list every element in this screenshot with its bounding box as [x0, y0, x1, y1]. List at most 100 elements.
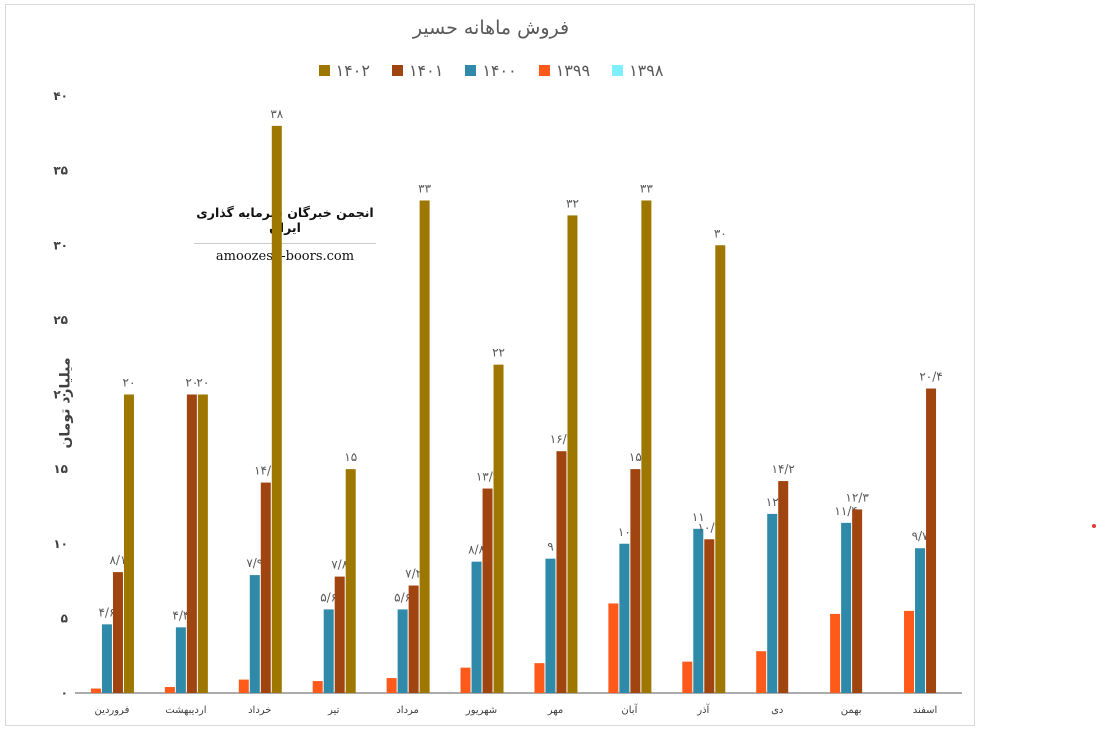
x-tick-label: شهریور — [465, 705, 497, 716]
bar — [915, 548, 926, 693]
x-tick-label: فروردین — [95, 705, 130, 716]
bar — [386, 678, 397, 693]
bar — [493, 364, 504, 693]
y-tick-label: ۱۰ — [53, 537, 68, 551]
data-label: ۴/۶ — [98, 605, 115, 619]
bar — [619, 543, 630, 693]
bar — [704, 539, 715, 693]
data-label: ۳۲ — [566, 196, 579, 210]
bar — [460, 667, 471, 693]
data-label: ۸/۸ — [468, 543, 485, 557]
legend-label: ۱۴۰۰ — [482, 61, 517, 80]
data-label: ۲۲ — [492, 346, 505, 360]
legend-swatch — [391, 65, 403, 76]
legend-item-0: ۱۳۹۸ — [612, 61, 663, 80]
data-label: ۲۰ — [185, 376, 198, 390]
data-label: ۳۰ — [714, 226, 727, 240]
bar — [904, 610, 915, 693]
y-tick-label: ۳۰ — [53, 238, 68, 252]
red-dot-marker — [1092, 524, 1096, 528]
bar — [123, 394, 134, 693]
y-tick-label: ۱۵ — [53, 462, 68, 476]
bar — [841, 522, 852, 693]
bar — [545, 558, 556, 693]
data-label: ۱۴/۱ — [254, 464, 277, 478]
bar — [630, 469, 641, 693]
bar — [534, 663, 545, 693]
bar — [852, 509, 863, 693]
bar — [271, 125, 282, 694]
bar — [693, 528, 704, 693]
bar — [249, 575, 260, 693]
watermark-url: amoozesh-boors.com — [215, 249, 355, 264]
bar — [608, 603, 619, 693]
data-label: ۲۰ — [123, 376, 136, 390]
data-label: ۴/۴ — [172, 608, 189, 622]
bar — [482, 488, 493, 693]
bar — [830, 613, 841, 693]
bar — [260, 482, 271, 693]
watermark: انجمن خبرگان سرمایه گذاری ایران amoozesh… — [194, 205, 376, 264]
data-label: ۱۵ — [344, 450, 357, 464]
y-tick-label: ۲۵ — [53, 313, 68, 327]
bar — [567, 215, 578, 693]
legend-item-1: ۱۳۹۹ — [538, 61, 590, 80]
x-tick-label: آذر — [696, 703, 710, 716]
x-tick-label: دی — [771, 705, 783, 716]
bar — [164, 687, 175, 693]
legend-item-4: ۱۴۰۲ — [318, 61, 370, 80]
y-tick-label: ۲۰ — [53, 388, 68, 402]
legend-swatch — [612, 65, 624, 76]
bar — [112, 572, 123, 693]
legend-item-2: ۱۴۰۰ — [465, 61, 517, 80]
y-tick-label: ۵ — [61, 611, 68, 625]
legend-swatch — [318, 65, 330, 76]
legend-item-3: ۱۴۰۱ — [391, 61, 444, 80]
data-label: ۵/۶ — [394, 590, 411, 604]
bar — [641, 200, 652, 693]
chart-title: فروش ماهانه حسیر — [412, 17, 570, 39]
y-tick-label: ۴۰ — [53, 89, 68, 103]
bar — [397, 609, 408, 693]
chart-legend: ۱۳۹۸ ۱۳۹۹ ۱۴۰۰ ۱۴۰۱ ۱۴۰۲ — [6, 61, 976, 80]
data-label: ۱۱/۴ — [834, 504, 857, 518]
x-tick-label: اسفند — [913, 705, 937, 716]
data-label: ۷/۲ — [405, 567, 422, 581]
data-label: ۱۵ — [629, 450, 642, 464]
data-label: ۱۲ — [766, 495, 779, 509]
bar — [408, 585, 419, 693]
data-label: ۵/۶ — [320, 590, 337, 604]
data-label: ۲۰ — [196, 376, 209, 390]
legend-label: ۱۴۰۱ — [408, 61, 444, 80]
bar — [556, 451, 567, 693]
bar — [778, 481, 789, 693]
bar — [101, 624, 112, 693]
data-label: ۷/۹ — [246, 556, 263, 570]
bar — [756, 651, 767, 693]
bar — [926, 388, 937, 693]
data-label: ۹/۷ — [912, 529, 929, 543]
bar — [175, 627, 186, 693]
data-label: ۱۲/۳ — [845, 490, 869, 504]
data-label: ۸/۱ — [109, 553, 126, 567]
data-label: ۱۴/۲ — [772, 462, 795, 476]
bar — [197, 394, 208, 693]
legend-label: ۱۳۹۸ — [629, 61, 664, 80]
x-tick-label: بهمن — [841, 705, 862, 716]
bar — [471, 561, 482, 693]
x-tick-label: تیر — [327, 705, 340, 716]
bar — [312, 681, 323, 693]
bar — [90, 688, 101, 693]
data-label: ۲۰/۴ — [919, 370, 942, 384]
chart-frame: فروش ماهانه حسیر ۱۳۹۸ ۱۳۹۹ ۱۴۰۰ ۱۴۰۱ ۱۴۰۲ ان… — [5, 4, 975, 726]
x-tick-label: مرداد — [396, 705, 419, 716]
y-tick-label: ۰ — [61, 686, 68, 700]
x-tick-label: خرداد — [248, 705, 271, 716]
bar — [238, 679, 249, 693]
bar — [186, 394, 197, 693]
data-label: ۳۸ — [270, 107, 283, 121]
x-tick-label: اردیبهشت — [165, 705, 206, 716]
bar — [715, 245, 726, 693]
bar — [345, 469, 356, 693]
